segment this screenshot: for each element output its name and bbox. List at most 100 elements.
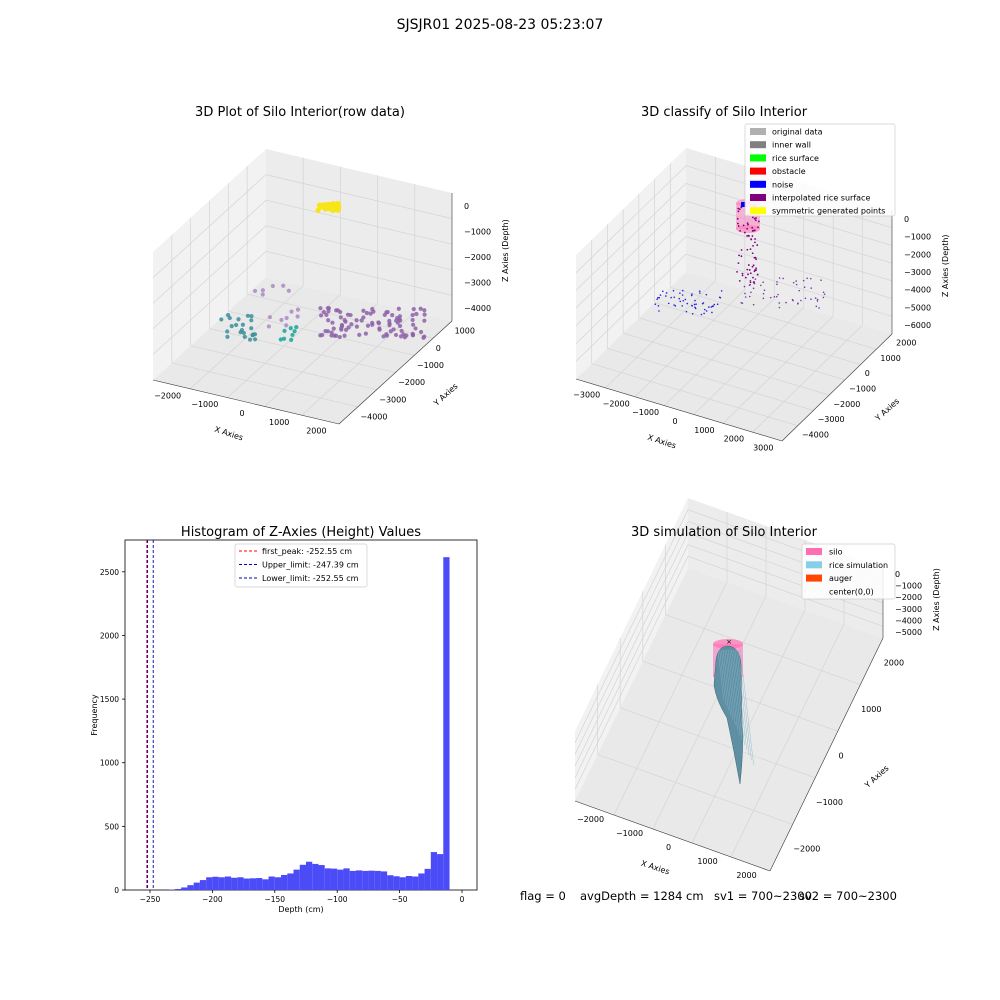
x-tick-label: 0 bbox=[672, 417, 677, 426]
histogram-bar bbox=[393, 876, 400, 890]
z-tick-label: −2000 bbox=[895, 593, 922, 602]
grid-y bbox=[654, 302, 861, 365]
histogram-bar bbox=[343, 868, 350, 890]
interpolated-point bbox=[750, 238, 753, 241]
x-axis-label: X Axies bbox=[213, 425, 244, 443]
y-tick-label: 1000 bbox=[455, 327, 475, 336]
grid-y bbox=[620, 707, 816, 779]
legend-label: first_peak: -252.55 cm bbox=[262, 547, 352, 556]
legend-label: Upper_limit: -247.39 cm bbox=[262, 561, 359, 570]
data-point bbox=[329, 333, 334, 338]
data-point bbox=[810, 287, 813, 289]
interpolated-point bbox=[737, 262, 740, 265]
noise-point bbox=[658, 296, 661, 299]
interpolated-point bbox=[757, 220, 760, 223]
interpolated-point bbox=[753, 229, 756, 232]
z-tick-label: −1000 bbox=[895, 582, 922, 591]
z-axis-label: Z Axies (Depth) bbox=[932, 568, 941, 631]
data-point bbox=[816, 300, 819, 302]
noise-point bbox=[716, 303, 719, 306]
histogram-bar bbox=[187, 885, 194, 890]
x-tick-label: −150 bbox=[264, 895, 285, 904]
interpolated-point bbox=[754, 256, 757, 259]
interpolated-point bbox=[748, 269, 751, 271]
grid-z bbox=[152, 199, 267, 304]
interpolated-point bbox=[746, 228, 749, 230]
data-point bbox=[422, 308, 427, 313]
surface-mesh-line bbox=[726, 649, 736, 726]
histogram-bar bbox=[368, 870, 375, 890]
interpolated-point bbox=[751, 216, 754, 219]
noise-point bbox=[685, 310, 688, 313]
data-point bbox=[329, 330, 334, 335]
grid-z bbox=[574, 556, 689, 790]
data-point bbox=[402, 335, 407, 340]
y-tick-label: 0 bbox=[114, 886, 119, 895]
rice-point bbox=[322, 203, 328, 209]
x-tick-label: 3000 bbox=[753, 444, 773, 453]
subplot-title: 3D Plot of Silo Interior(row data) bbox=[195, 105, 405, 120]
x-tick-label: −3000 bbox=[573, 390, 600, 399]
data-point bbox=[384, 332, 389, 337]
interpolated-point bbox=[749, 272, 752, 275]
noise-point bbox=[679, 292, 681, 294]
data-point bbox=[249, 318, 254, 323]
x-tick-label: −250 bbox=[140, 895, 161, 904]
data-point bbox=[744, 292, 746, 295]
data-point bbox=[782, 277, 784, 280]
grid-z bbox=[685, 218, 893, 282]
data-point bbox=[775, 295, 778, 298]
data-point bbox=[798, 289, 801, 292]
noise-point bbox=[665, 295, 667, 297]
data-point bbox=[394, 318, 399, 323]
data-point bbox=[418, 329, 424, 335]
histogram-bar bbox=[387, 875, 394, 890]
noise-point bbox=[674, 305, 677, 307]
data-point bbox=[762, 297, 765, 300]
data-point bbox=[289, 337, 294, 342]
data-point bbox=[823, 293, 826, 296]
grid-z bbox=[685, 253, 893, 317]
x-tick-label: −2000 bbox=[577, 815, 604, 824]
data-point bbox=[411, 322, 416, 327]
z-axis-label: Z Axies (Depth) bbox=[941, 234, 950, 297]
interpolated-point bbox=[749, 281, 752, 284]
legend: silo rice simulation auger center(0,0) bbox=[801, 543, 896, 600]
legend-frame bbox=[744, 123, 896, 217]
histogram-bar bbox=[399, 877, 406, 890]
data-point bbox=[776, 281, 778, 283]
z-tick-label: −6000 bbox=[904, 321, 931, 330]
histogram-bar bbox=[268, 876, 275, 890]
interpolated-point bbox=[752, 276, 754, 279]
histogram-bar bbox=[181, 887, 188, 890]
data-point bbox=[791, 298, 794, 301]
data-point bbox=[326, 306, 332, 311]
noise-point bbox=[665, 292, 668, 294]
data-point bbox=[326, 318, 331, 323]
histogram-bar bbox=[305, 861, 313, 890]
interpolated-point bbox=[747, 273, 749, 276]
histogram-bar bbox=[299, 864, 306, 890]
grid-x bbox=[652, 595, 767, 830]
legend-swatch bbox=[750, 167, 766, 175]
noise-point bbox=[702, 302, 705, 304]
data-point bbox=[390, 313, 395, 318]
data-point bbox=[324, 312, 329, 318]
noise-point bbox=[720, 290, 723, 292]
data-point bbox=[279, 317, 284, 323]
data-point bbox=[342, 333, 347, 338]
noise-point bbox=[691, 304, 693, 307]
y-tick-label: −2000 bbox=[398, 378, 425, 387]
histogram-bar bbox=[418, 873, 425, 890]
noise-point bbox=[670, 296, 672, 299]
x-tick-label: 1000 bbox=[694, 426, 714, 435]
histogram-bar bbox=[237, 877, 244, 890]
histogram-bar bbox=[212, 876, 219, 890]
surface-mesh-line bbox=[733, 649, 745, 746]
surface-mesh-line bbox=[722, 649, 731, 716]
data-point bbox=[385, 309, 390, 315]
x-tick-label: 0 bbox=[460, 895, 465, 904]
grid-x bbox=[693, 307, 804, 415]
data-point bbox=[748, 295, 751, 298]
x-tick-label: 2000 bbox=[736, 871, 756, 880]
